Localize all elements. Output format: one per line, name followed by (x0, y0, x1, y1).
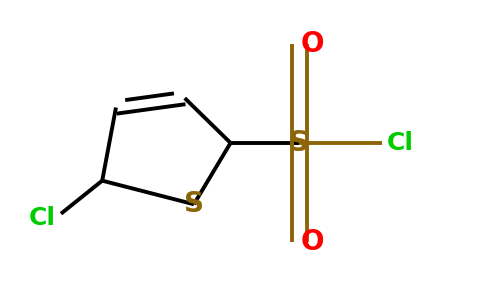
Text: Cl: Cl (387, 131, 414, 155)
Text: S: S (184, 190, 204, 218)
Text: O: O (301, 228, 324, 256)
Text: O: O (301, 30, 324, 58)
Text: S: S (289, 129, 309, 157)
Text: Cl: Cl (29, 206, 56, 230)
